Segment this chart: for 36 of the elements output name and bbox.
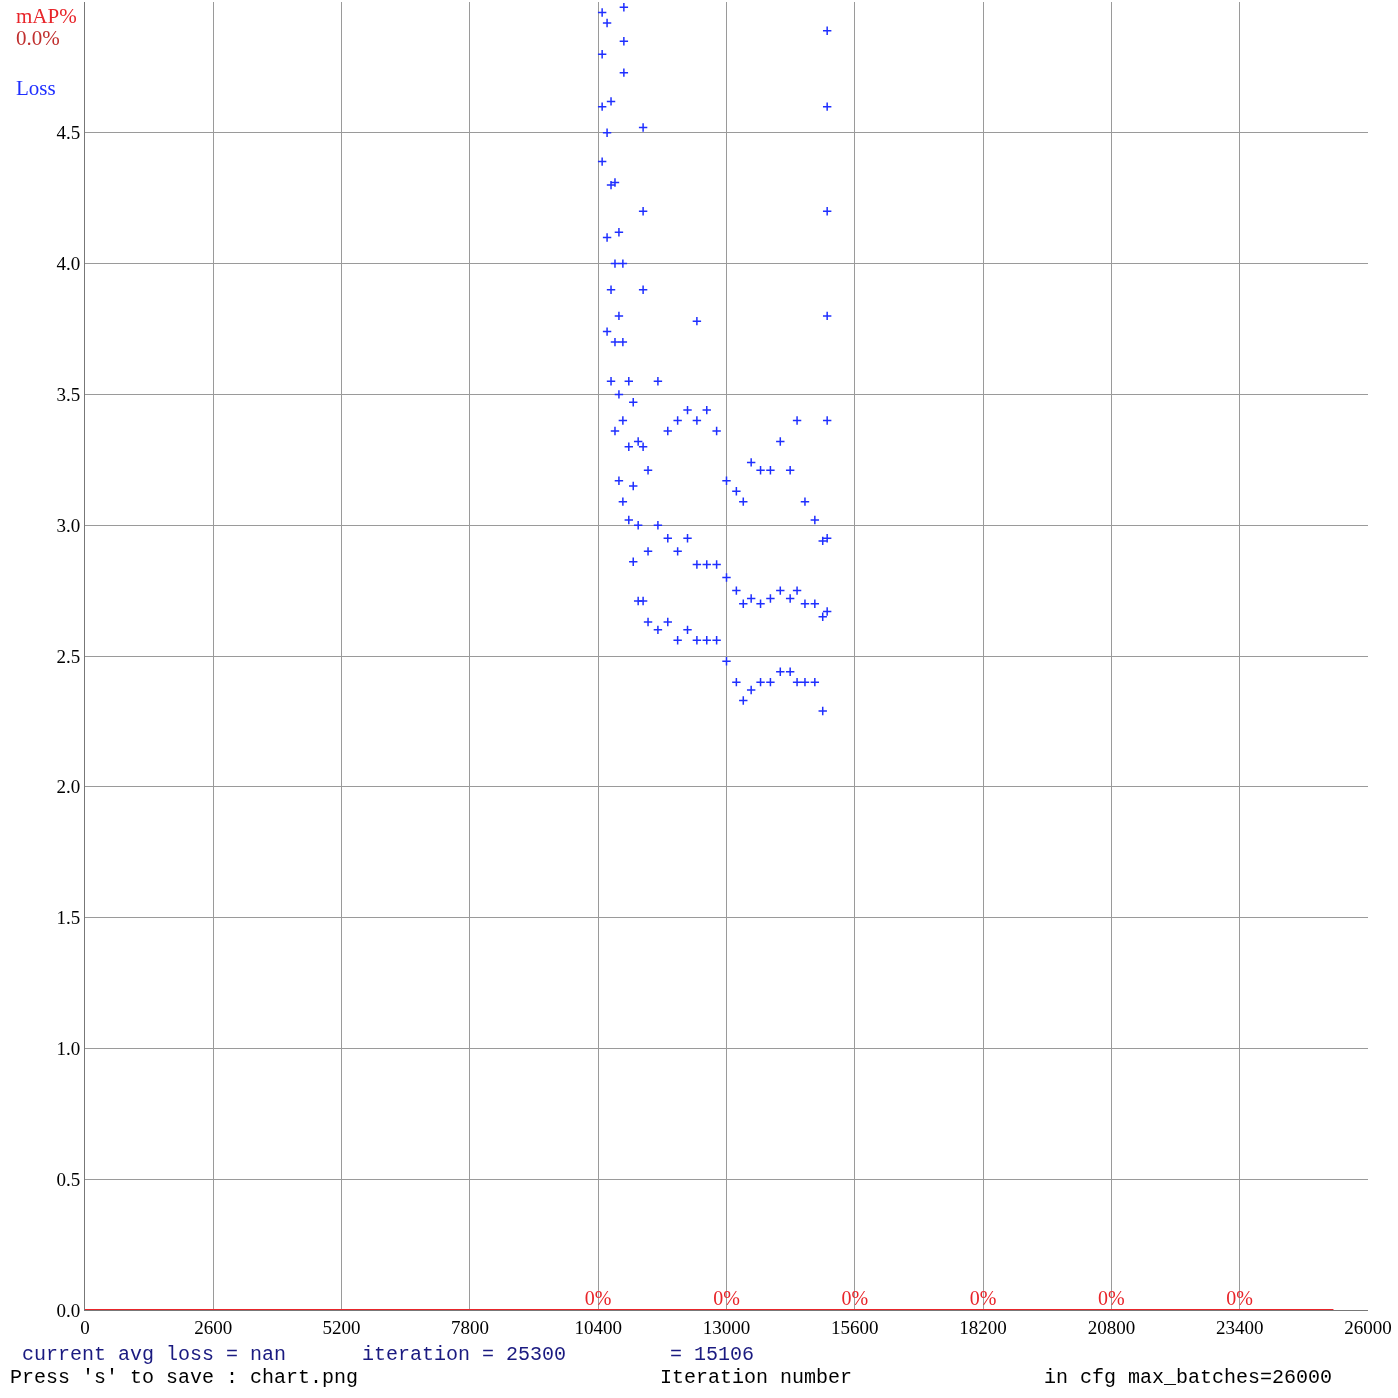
x-tick-label: 13000 (702, 1316, 751, 1338)
x-tick-label: 7800 (450, 1316, 489, 1338)
y-tick-label: 3.0 (56, 514, 81, 536)
data-label: 0% (1098, 1287, 1125, 1309)
data-label: 0% (1226, 1287, 1254, 1309)
x-tick-label: 18200 (959, 1316, 1007, 1338)
data-label: 0% (841, 1287, 869, 1309)
x-axis-title: Iteration number (660, 1366, 853, 1389)
y-tick-label: 1.5 (56, 907, 81, 929)
y-tick-label: 1.0 (56, 1038, 81, 1060)
text: iteration = 25300 (362, 1343, 567, 1366)
text: mAP% (16, 4, 77, 28)
x-tick-label: 10400 (574, 1316, 622, 1338)
y-tick-label: 2.0 (56, 776, 81, 798)
y-tick-label: 2.5 (56, 645, 81, 667)
text: Press 's' to save : chart.png (10, 1366, 359, 1389)
text: 0.0% (16, 26, 60, 50)
text: = 15106 (670, 1343, 755, 1366)
y-tick-label: 3.5 (56, 384, 81, 406)
x-tick-label: 0 (80, 1316, 90, 1338)
x-tick-label: 5200 (322, 1316, 361, 1338)
text: Loss (16, 76, 56, 100)
data-label: 0% (969, 1287, 997, 1309)
y-tick-label: 0.0 (56, 1299, 81, 1321)
data-label: 0% (713, 1287, 740, 1309)
x-tick-label: 15600 (831, 1316, 879, 1338)
x-tick-label: 2600 (194, 1316, 233, 1338)
y-tick-label: 4.0 (56, 253, 81, 275)
y-tick-label: 4.5 (56, 122, 81, 144)
text: in cfg max_batches=26000 (1044, 1366, 1333, 1389)
x-tick-label: 23400 (1215, 1316, 1264, 1338)
x-tick-label: 20800 (1087, 1316, 1136, 1338)
y-tick-label: 0.5 (56, 1168, 81, 1190)
x-tick-label: 26000 (1344, 1316, 1392, 1338)
data-label: 0% (584, 1287, 612, 1309)
text: current avg loss = nan (22, 1343, 287, 1366)
